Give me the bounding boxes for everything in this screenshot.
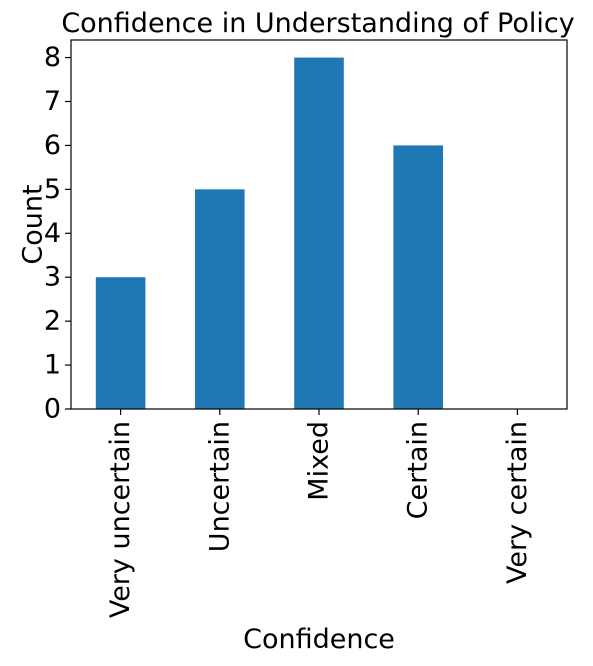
x-tick-label: Uncertain — [204, 421, 235, 552]
y-tick-label: 7 — [44, 86, 61, 117]
x-tick-label: Very uncertain — [105, 421, 136, 618]
x-tick-label: Mixed — [304, 421, 335, 501]
y-tick-label: 8 — [44, 42, 61, 73]
x-tick-label: Very certain — [502, 421, 533, 584]
x-tick-label: Certain — [403, 421, 434, 519]
bar — [294, 57, 344, 409]
plot-area-frame — [70, 39, 568, 410]
x-axis-ticks: Very uncertain Uncertain Mixed Certain Very … — [105, 409, 533, 618]
y-tick-label: 6 — [44, 130, 61, 161]
y-axis-ticks: 0 1 2 3 4 5 6 7 8 — [44, 42, 71, 425]
y-tick-label: 2 — [44, 306, 61, 337]
y-tick-label: 1 — [44, 350, 61, 381]
bar — [195, 189, 245, 409]
y-axis-label: Count — [18, 184, 49, 264]
y-tick-label: 5 — [44, 174, 61, 205]
x-axis-label: Confidence — [243, 624, 395, 655]
chart-title: Confidence in Understanding of Policy — [61, 8, 574, 39]
y-tick-label: 3 — [44, 262, 61, 293]
y-tick-label: 0 — [44, 394, 61, 425]
bar — [393, 145, 443, 409]
bar — [95, 277, 146, 409]
y-tick-label: 4 — [44, 218, 61, 249]
bars-group — [95, 57, 443, 409]
